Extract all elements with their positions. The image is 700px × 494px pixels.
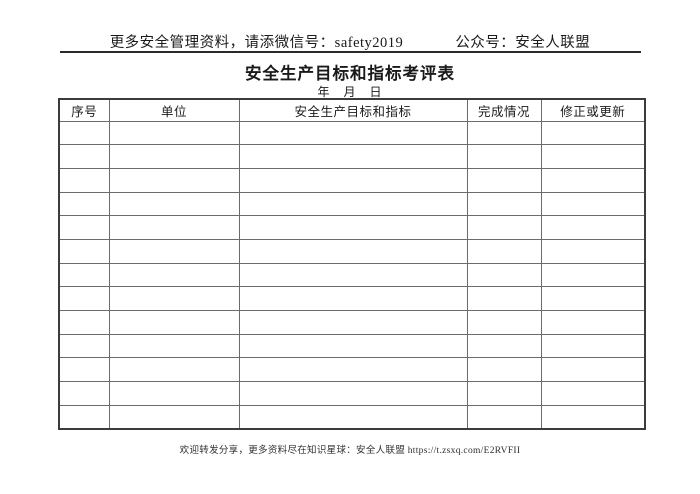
column-header-completion-status: 完成情况 <box>466 98 542 122</box>
table-cell <box>540 144 646 169</box>
table-cell <box>108 167 240 193</box>
column-header-goals-indicators: 安全生产目标和指标 <box>238 98 468 122</box>
table-row <box>58 144 646 169</box>
table-cell <box>58 333 110 359</box>
table-cell <box>466 144 542 169</box>
table-cell <box>238 262 468 288</box>
table-cell <box>238 381 468 406</box>
table-cell <box>540 238 646 264</box>
table-cell <box>58 167 110 193</box>
table-cell <box>238 310 468 335</box>
table-cell <box>466 381 542 406</box>
header-divider <box>60 51 641 53</box>
table-cell <box>58 215 110 240</box>
table-cell <box>466 404 542 430</box>
table-row <box>58 404 646 430</box>
table-cell <box>466 120 542 146</box>
table-cell <box>540 404 646 430</box>
table-cell <box>466 333 542 359</box>
table-cell <box>58 262 110 288</box>
table-header-row: 序号 单位 安全生产目标和指标 完成情况 修正或更新 <box>58 98 646 122</box>
table-cell <box>58 191 110 217</box>
table-cell <box>108 120 240 146</box>
table-cell <box>108 404 240 430</box>
table-cell <box>540 357 646 383</box>
table-body <box>58 120 646 430</box>
table-row <box>58 191 646 217</box>
table-cell <box>108 381 240 406</box>
table-cell <box>238 215 468 240</box>
table-row <box>58 357 646 383</box>
table-cell <box>540 262 646 288</box>
table-row <box>58 310 646 335</box>
table-cell <box>466 215 542 240</box>
table-header: 序号 单位 安全生产目标和指标 完成情况 修正或更新 <box>58 98 646 122</box>
table-cell <box>58 310 110 335</box>
table-cell <box>238 191 468 217</box>
table-cell <box>540 167 646 193</box>
table-cell <box>238 120 468 146</box>
table-cell <box>238 167 468 193</box>
header-right-text: 公众号：安全人联盟 <box>455 35 591 51</box>
table-cell <box>58 144 110 169</box>
table-cell <box>58 238 110 264</box>
table-cell <box>466 310 542 335</box>
table-cell <box>466 286 542 311</box>
table-row <box>58 381 646 406</box>
table-cell <box>108 357 240 383</box>
table-cell <box>108 262 240 288</box>
table-row <box>58 262 646 288</box>
table-cell <box>108 310 240 335</box>
table-cell <box>238 404 468 430</box>
date-line: 年 月 日 <box>317 85 383 99</box>
table-row <box>58 333 646 359</box>
document-footer: 欢迎转发分享，更多资料尽在知识星球：安全人联盟 https://t.zsxq.c… <box>179 446 521 456</box>
table-cell <box>540 191 646 217</box>
table-cell <box>466 191 542 217</box>
table-cell <box>108 144 240 169</box>
table-cell <box>108 215 240 240</box>
table-cell <box>58 357 110 383</box>
table-cell <box>238 333 468 359</box>
table-cell <box>466 167 542 193</box>
table-row <box>58 120 646 146</box>
table-row <box>58 286 646 311</box>
column-header-index: 序号 <box>58 98 110 122</box>
table-cell <box>58 120 110 146</box>
table-cell <box>540 120 646 146</box>
table-cell <box>540 310 646 335</box>
table-cell <box>58 381 110 406</box>
table-cell <box>466 238 542 264</box>
table-cell <box>540 215 646 240</box>
table-row <box>58 215 646 240</box>
table-cell <box>108 286 240 311</box>
table-cell <box>466 262 542 288</box>
table-cell <box>540 381 646 406</box>
document-header: 更多安全管理资料，请添微信号：safety2019 公众号：安全人联盟 <box>0 31 700 52</box>
table-cell <box>238 357 468 383</box>
table-cell <box>540 286 646 311</box>
header-left-text: 更多安全管理资料，请添微信号：safety2019 <box>109 35 404 51</box>
column-header-revision-update: 修正或更新 <box>540 98 646 122</box>
table-cell <box>238 238 468 264</box>
table-row <box>58 238 646 264</box>
table-cell <box>58 404 110 430</box>
table-cell <box>540 333 646 359</box>
page-title: 安全生产目标和指标考评表 <box>245 64 455 83</box>
table-cell <box>238 286 468 311</box>
table-cell <box>108 191 240 217</box>
table-cell <box>108 238 240 264</box>
evaluation-table: 序号 单位 安全生产目标和指标 完成情况 修正或更新 <box>58 98 646 430</box>
table-row <box>58 167 646 193</box>
table-cell <box>58 286 110 311</box>
column-header-unit: 单位 <box>108 98 240 122</box>
table-cell <box>466 357 542 383</box>
table-cell <box>238 144 468 169</box>
table-cell <box>108 333 240 359</box>
